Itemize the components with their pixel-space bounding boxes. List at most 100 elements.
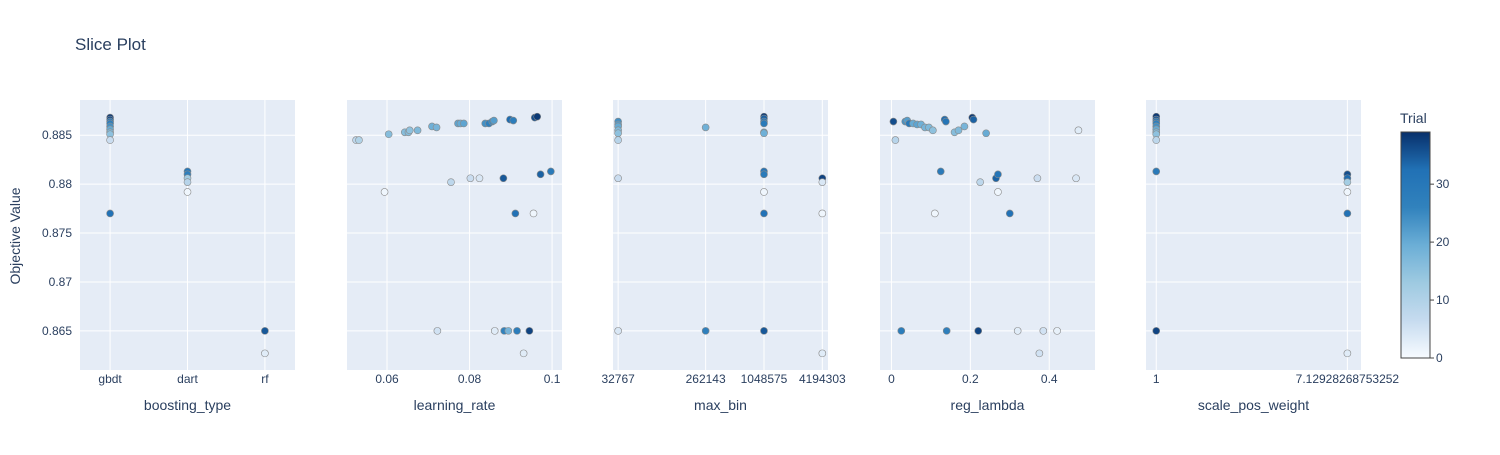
data-point bbox=[929, 126, 937, 135]
data-point bbox=[466, 174, 475, 183]
data-point bbox=[982, 129, 990, 138]
x-tick-label: 7.12928268753252 bbox=[1296, 372, 1400, 386]
data-point bbox=[969, 115, 978, 124]
panel-learning-rate: 0.06 0.08 0.1 learning_rate bbox=[347, 100, 562, 413]
colorbar-tick-label: 10 bbox=[1436, 293, 1450, 307]
x-axis-title: scale_pos_weight bbox=[1198, 397, 1309, 413]
panel-boosting-type: gbdt dart rf boosting_type bbox=[80, 100, 295, 413]
x-tick-label: 0.2 bbox=[962, 372, 979, 386]
data-point bbox=[760, 209, 768, 218]
data-point bbox=[475, 174, 484, 183]
y-tick-label: 0.875 bbox=[42, 226, 72, 240]
x-tick-label: 0.4 bbox=[1041, 372, 1058, 386]
data-point bbox=[994, 170, 1002, 179]
data-point bbox=[701, 123, 710, 132]
data-point bbox=[931, 209, 939, 218]
data-point bbox=[760, 327, 768, 335]
data-point bbox=[509, 116, 518, 125]
x-tick-label: 1 bbox=[1153, 372, 1160, 386]
data-point bbox=[106, 136, 114, 144]
colorbar-tick-label: 20 bbox=[1436, 235, 1450, 249]
data-point bbox=[942, 117, 950, 126]
data-point bbox=[183, 188, 192, 196]
data-point bbox=[380, 188, 389, 196]
data-point bbox=[261, 349, 269, 358]
data-point bbox=[183, 178, 192, 186]
data-point bbox=[818, 178, 827, 186]
data-point bbox=[413, 126, 422, 135]
data-point bbox=[1343, 209, 1352, 218]
data-point bbox=[459, 119, 468, 128]
data-point bbox=[490, 116, 498, 125]
x-axis-title: boosting_type bbox=[144, 397, 231, 413]
data-point bbox=[447, 178, 455, 186]
data-point bbox=[889, 117, 898, 126]
y-tick-label: 0.865 bbox=[42, 324, 72, 338]
data-point bbox=[1072, 174, 1080, 183]
data-point bbox=[614, 136, 622, 144]
data-point bbox=[1152, 167, 1161, 176]
plot-background bbox=[1146, 100, 1361, 370]
panel-scale-pos-weight: 1 7.12928268753252 scale_pos_weight bbox=[1146, 100, 1399, 413]
data-point bbox=[432, 123, 441, 132]
data-point bbox=[519, 349, 528, 358]
data-point bbox=[936, 167, 945, 176]
y-tick-label: 0.88 bbox=[49, 177, 73, 191]
data-point bbox=[529, 209, 538, 218]
data-point bbox=[405, 126, 414, 135]
data-point bbox=[536, 170, 545, 179]
colorbar-title: Trial bbox=[1400, 110, 1427, 126]
x-tick-label: 0.06 bbox=[375, 372, 399, 386]
data-point bbox=[433, 327, 442, 335]
data-point bbox=[355, 136, 363, 144]
data-point bbox=[513, 327, 521, 335]
data-point bbox=[1005, 209, 1014, 218]
data-point bbox=[760, 170, 768, 179]
data-point bbox=[1033, 174, 1042, 183]
data-point bbox=[1343, 178, 1352, 186]
data-point bbox=[106, 209, 114, 218]
data-point bbox=[942, 327, 951, 335]
x-axis-title: reg_lambda bbox=[951, 397, 1025, 413]
data-point bbox=[818, 349, 827, 358]
x-tick-label: rf bbox=[261, 372, 269, 386]
plot-background bbox=[347, 100, 562, 370]
data-point bbox=[960, 122, 969, 131]
data-point bbox=[511, 209, 520, 218]
data-point bbox=[818, 209, 827, 218]
colorbar: Trial 0 10 20 30 bbox=[1400, 110, 1450, 365]
x-tick-label: 32767 bbox=[601, 372, 635, 386]
data-point bbox=[533, 112, 542, 121]
data-point bbox=[701, 327, 710, 335]
y-tick-label: 0.87 bbox=[49, 275, 73, 289]
data-point bbox=[614, 129, 622, 138]
x-tick-label: 4194303 bbox=[799, 372, 846, 386]
panels-layer: gbdt dart rf boosting_type 0.865 0.87 0.875 0.8… bbox=[42, 100, 1399, 413]
x-axis-title: max_bin bbox=[694, 397, 747, 413]
data-point bbox=[891, 136, 900, 144]
x-axis-title: learning_rate bbox=[414, 397, 496, 413]
data-point bbox=[1074, 126, 1083, 135]
data-point bbox=[384, 130, 393, 139]
x-tick-label: 0.08 bbox=[458, 372, 482, 386]
data-point bbox=[1053, 327, 1061, 335]
data-point bbox=[1013, 327, 1022, 335]
colorbar-gradient bbox=[1400, 131, 1431, 359]
x-tick-label: 0.1 bbox=[544, 372, 561, 386]
plot-background bbox=[880, 100, 1095, 370]
panel-reg-lambda: 0 0.2 0.4 reg_lambda bbox=[880, 100, 1095, 413]
x-tick-label: 1048575 bbox=[741, 372, 788, 386]
panel-max-bin: 32767 262143 1048575 4194303 max_bin bbox=[601, 100, 846, 413]
plot-background bbox=[613, 100, 828, 370]
data-point bbox=[1343, 349, 1352, 358]
x-tick-label: 262143 bbox=[686, 372, 726, 386]
data-point bbox=[760, 129, 768, 138]
data-point bbox=[1039, 327, 1048, 335]
data-point bbox=[897, 327, 906, 335]
data-point bbox=[504, 327, 513, 335]
data-point bbox=[760, 119, 768, 128]
data-point bbox=[614, 174, 622, 183]
x-tick-label: gbdt bbox=[98, 372, 122, 386]
colorbar-tick-label: 0 bbox=[1436, 351, 1443, 365]
